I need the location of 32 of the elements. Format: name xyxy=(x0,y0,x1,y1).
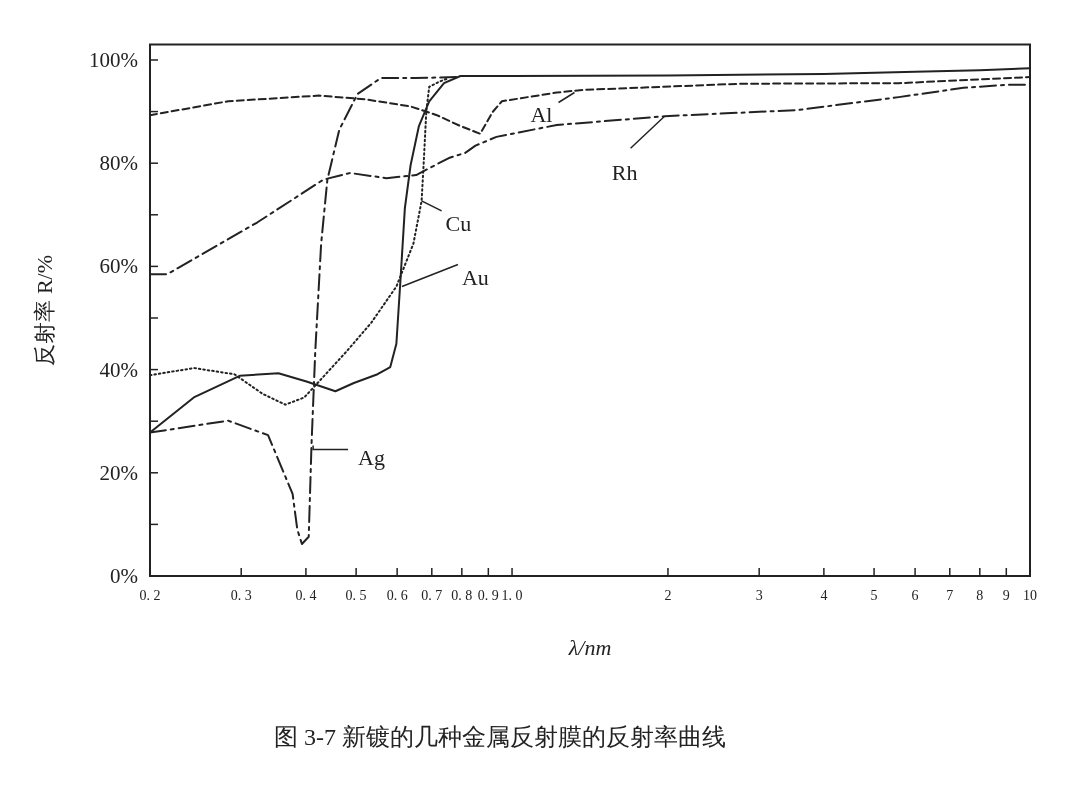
annotation: Rh xyxy=(611,160,638,186)
x-tick-label: 0. 4 xyxy=(295,588,317,603)
annotation: Cu xyxy=(445,210,472,236)
y-tick-label: 100% xyxy=(89,47,138,72)
y-tick-label: 20% xyxy=(99,460,138,485)
x-tick-label: 0. 5 xyxy=(345,588,367,603)
x-tick-label: 1. 0 xyxy=(501,588,523,603)
x-tick-label: 0. 2 xyxy=(139,588,161,603)
x-tick-label: 0. 9 xyxy=(477,588,499,603)
x-tick-label: 4 xyxy=(820,588,828,603)
annotation: Au xyxy=(461,264,489,290)
x-tick-label: 2 xyxy=(664,588,672,603)
x-tick-label: 7 xyxy=(946,588,954,603)
y-tick-label: 80% xyxy=(99,151,138,176)
x-tick-label: 0. 8 xyxy=(451,588,473,603)
x-tick-label: 0. 6 xyxy=(386,588,408,603)
x-tick-label: 0. 3 xyxy=(230,588,252,603)
x-tick-label: 8 xyxy=(976,588,984,603)
y-axis-title: 反射率 R/% xyxy=(32,254,57,366)
x-tick-label: 3 xyxy=(755,588,763,603)
x-tick-label: 5 xyxy=(870,588,878,603)
y-tick-label: 0% xyxy=(110,564,138,588)
x-tick-label: 0. 7 xyxy=(421,588,443,603)
x-tick-label: 9 xyxy=(1002,588,1010,603)
y-tick-label: 40% xyxy=(99,357,138,382)
annotation: Al xyxy=(530,102,553,128)
text: 图 3-7 新镀的几种金属反射膜的反射率曲线 xyxy=(274,724,726,750)
annotation: Ag xyxy=(358,445,386,471)
x-tick-label: 10 xyxy=(1023,588,1037,603)
x-axis-title: λ/nm xyxy=(567,635,612,660)
x-tick-label: 6 xyxy=(911,588,919,603)
y-tick-label: 60% xyxy=(99,254,138,279)
